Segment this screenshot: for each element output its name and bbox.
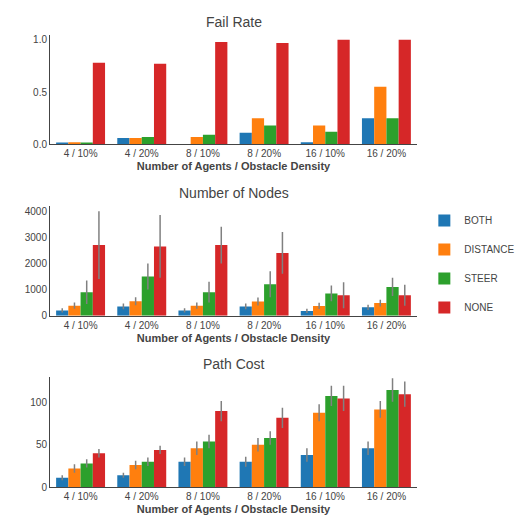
- svg-text:8 / 20%: 8 / 20%: [247, 320, 281, 331]
- svg-text:0.5: 0.5: [33, 87, 47, 98]
- svg-text:STEER: STEER: [464, 273, 497, 284]
- svg-text:8 / 20%: 8 / 20%: [247, 491, 281, 502]
- svg-text:Number of Agents / Obstacle De: Number of Agents / Obstacle Density: [137, 332, 331, 344]
- svg-text:Path Cost: Path Cost: [203, 356, 265, 372]
- svg-text:2000: 2000: [25, 258, 48, 269]
- svg-text:3000: 3000: [25, 232, 48, 243]
- svg-text:DISTANCE: DISTANCE: [464, 244, 514, 255]
- svg-text:4000: 4000: [25, 206, 48, 217]
- svg-text:4 / 10%: 4 / 10%: [64, 491, 98, 502]
- svg-text:Number of Agents / Obstacle De: Number of Agents / Obstacle Density: [137, 503, 331, 515]
- svg-text:8 / 10%: 8 / 10%: [186, 320, 220, 331]
- svg-text:0.0: 0.0: [33, 139, 47, 150]
- svg-text:50: 50: [36, 439, 48, 450]
- svg-text:0: 0: [41, 482, 47, 493]
- svg-text:100: 100: [30, 397, 47, 408]
- svg-text:8 / 10%: 8 / 10%: [186, 491, 220, 502]
- svg-text:NONE: NONE: [464, 302, 493, 313]
- svg-text:16 / 10%: 16 / 10%: [306, 320, 346, 331]
- svg-text:16 / 10%: 16 / 10%: [306, 148, 346, 159]
- svg-text:BOTH: BOTH: [464, 215, 492, 226]
- svg-text:4 / 20%: 4 / 20%: [125, 320, 159, 331]
- svg-text:8 / 10%: 8 / 10%: [186, 148, 220, 159]
- svg-text:Fail Rate: Fail Rate: [206, 14, 262, 30]
- svg-text:0: 0: [41, 310, 47, 321]
- svg-text:16 / 20%: 16 / 20%: [367, 148, 407, 159]
- svg-text:Number of Agents / Obstacle De: Number of Agents / Obstacle Density: [137, 160, 331, 172]
- svg-text:4 / 20%: 4 / 20%: [125, 148, 159, 159]
- svg-text:1000: 1000: [25, 284, 48, 295]
- svg-text:Number of Nodes: Number of Nodes: [179, 185, 289, 201]
- svg-text:8 / 20%: 8 / 20%: [247, 148, 281, 159]
- svg-text:16 / 20%: 16 / 20%: [367, 320, 407, 331]
- svg-text:4 / 20%: 4 / 20%: [125, 491, 159, 502]
- svg-text:16 / 10%: 16 / 10%: [306, 491, 346, 502]
- svg-text:1.0: 1.0: [33, 34, 47, 45]
- svg-text:4 / 10%: 4 / 10%: [64, 320, 98, 331]
- svg-text:4 / 10%: 4 / 10%: [64, 148, 98, 159]
- svg-text:16 / 20%: 16 / 20%: [367, 491, 407, 502]
